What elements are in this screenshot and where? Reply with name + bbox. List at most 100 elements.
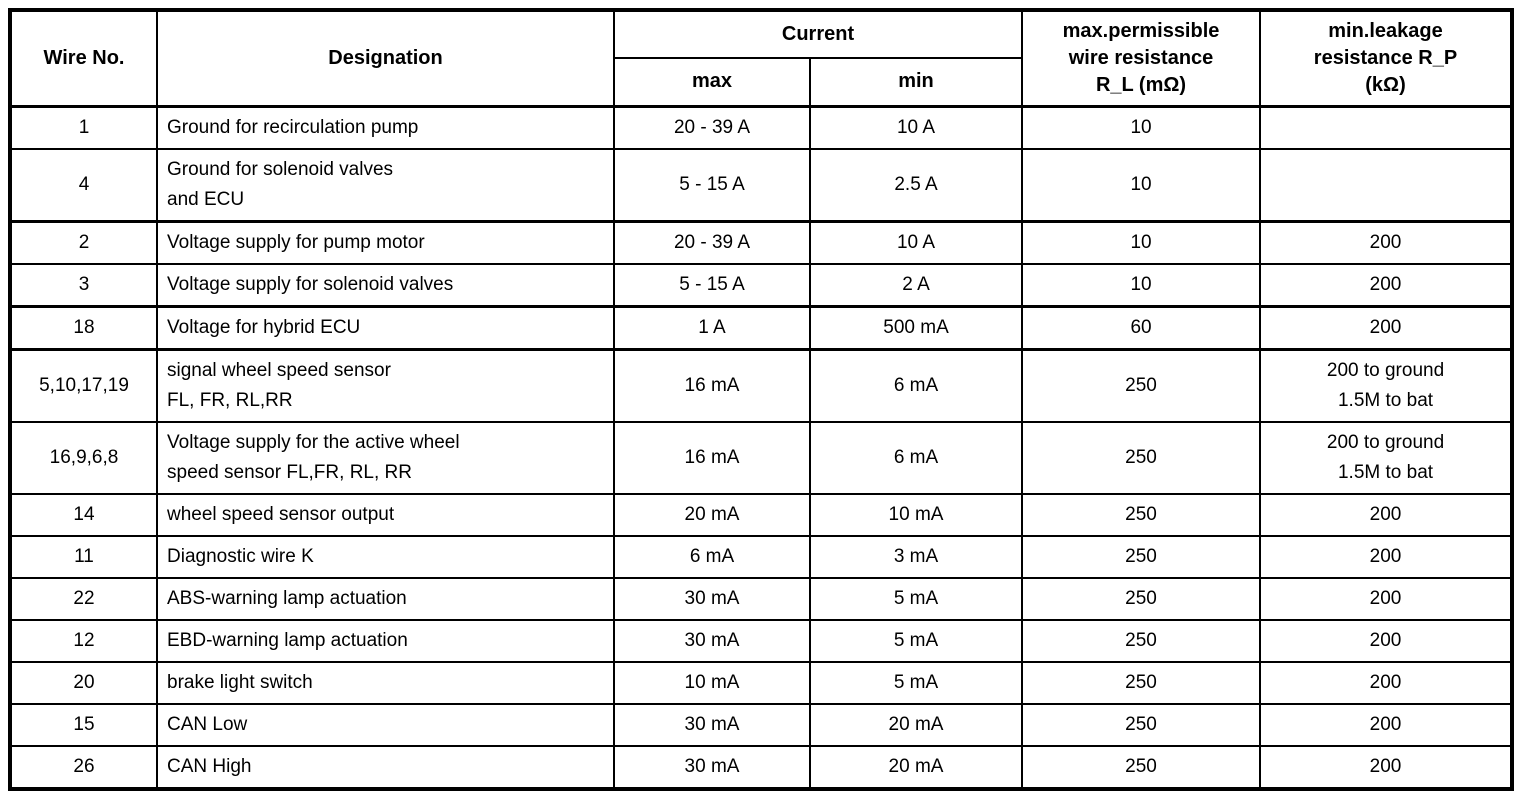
cell-leakage-rp: 200 (1259, 262, 1514, 307)
cell-wire-no: 22 (9, 576, 158, 621)
cell-resistance-rl: 60 (1021, 304, 1262, 350)
header-current: Current (612, 9, 1024, 59)
table-row: 12 EBD-warning lamp actuation 30 mA 5 mA… (9, 618, 1514, 663)
cell-current-min: 20 mA (808, 744, 1024, 790)
table-row: 4 Ground for solenoid valves and ECU 5 -… (9, 147, 1514, 222)
cell-wire-no: 16,9,6,8 (9, 420, 158, 495)
cell-designation: Voltage supply for the active wheel spee… (156, 420, 615, 495)
cell-leakage-rp (1259, 104, 1514, 150)
table-row: 18 Voltage for hybrid ECU 1 A 500 mA 60 … (9, 304, 1514, 350)
cell-leakage-rp: 200 (1259, 618, 1514, 663)
cell-resistance-rl: 250 (1021, 702, 1262, 747)
cell-resistance-rl: 10 (1021, 147, 1262, 222)
header-current-min: min (808, 57, 1024, 107)
cell-designation: Voltage supply for pump motor (156, 219, 615, 265)
header-max-resistance: max.permissible wire resistance R_L (mΩ) (1021, 9, 1262, 107)
table-row: 26 CAN High 30 mA 20 mA 250 200 (9, 744, 1514, 790)
table-row: 15 CAN Low 30 mA 20 mA 250 200 (9, 702, 1514, 747)
cell-resistance-rl: 250 (1021, 576, 1262, 621)
cell-wire-no: 3 (9, 262, 158, 307)
cell-designation: EBD-warning lamp actuation (156, 618, 615, 663)
wire-spec-table: Wire No. Designation Current max.permiss… (8, 8, 1515, 791)
cell-resistance-rl: 250 (1021, 660, 1262, 705)
cell-wire-no: 2 (9, 219, 158, 265)
cell-resistance-rl: 250 (1021, 347, 1262, 423)
cell-current-max: 6 mA (613, 534, 811, 579)
cell-current-min: 5 mA (808, 618, 1024, 663)
table-row: 1 Ground for recirculation pump 20 - 39 … (9, 104, 1514, 150)
cell-resistance-rl: 250 (1021, 420, 1262, 495)
header-current-max: max (613, 57, 811, 107)
cell-current-min: 10 A (808, 104, 1024, 150)
cell-leakage-rp (1259, 147, 1514, 222)
cell-current-max: 20 mA (613, 492, 811, 537)
cell-designation: brake light switch (156, 660, 615, 705)
header-wire-no: Wire No. (9, 9, 158, 107)
cell-designation: Diagnostic wire K (156, 534, 615, 579)
cell-leakage-rp: 200 (1259, 219, 1514, 265)
cell-current-max: 30 mA (613, 702, 811, 747)
cell-designation: signal wheel speed sensor FL, FR, RL,RR (156, 347, 615, 423)
cell-current-min: 2.5 A (808, 147, 1024, 222)
cell-wire-no: 12 (9, 618, 158, 663)
cell-current-max: 1 A (613, 304, 811, 350)
cell-wire-no: 1 (9, 104, 158, 150)
table-row: 3 Voltage supply for solenoid valves 5 -… (9, 262, 1514, 307)
table-row: 14 wheel speed sensor output 20 mA 10 mA… (9, 492, 1514, 537)
cell-current-min: 6 mA (808, 347, 1024, 423)
cell-wire-no: 11 (9, 534, 158, 579)
cell-current-max: 16 mA (613, 420, 811, 495)
document-page: Wire No. Designation Current max.permiss… (8, 8, 1515, 791)
cell-designation: Ground for solenoid valves and ECU (156, 147, 615, 222)
cell-leakage-rp: 200 (1259, 702, 1514, 747)
cell-current-max: 10 mA (613, 660, 811, 705)
cell-resistance-rl: 250 (1021, 744, 1262, 790)
cell-resistance-rl: 250 (1021, 618, 1262, 663)
cell-wire-no: 15 (9, 702, 158, 747)
table-row: 20 brake light switch 10 mA 5 mA 250 200 (9, 660, 1514, 705)
header-min-leakage: min.leakage resistance R_P (kΩ) (1259, 9, 1514, 107)
cell-current-min: 6 mA (808, 420, 1024, 495)
cell-leakage-rp: 200 (1259, 576, 1514, 621)
cell-designation: Ground for recirculation pump (156, 104, 615, 150)
cell-designation: wheel speed sensor output (156, 492, 615, 537)
cell-designation: Voltage supply for solenoid valves (156, 262, 615, 307)
cell-current-min: 20 mA (808, 702, 1024, 747)
table-row: 11 Diagnostic wire K 6 mA 3 mA 250 200 (9, 534, 1514, 579)
table-row: 22 ABS-warning lamp actuation 30 mA 5 mA… (9, 576, 1514, 621)
cell-designation: CAN High (156, 744, 615, 790)
table-row: 2 Voltage supply for pump motor 20 - 39 … (9, 219, 1514, 265)
cell-current-max: 5 - 15 A (613, 147, 811, 222)
cell-current-min: 10 mA (808, 492, 1024, 537)
cell-resistance-rl: 10 (1021, 219, 1262, 265)
cell-leakage-rp: 200 to ground 1.5M to bat (1259, 420, 1514, 495)
cell-leakage-rp: 200 (1259, 534, 1514, 579)
cell-resistance-rl: 10 (1021, 104, 1262, 150)
cell-designation: Voltage for hybrid ECU (156, 304, 615, 350)
cell-current-max: 5 - 15 A (613, 262, 811, 307)
cell-leakage-rp: 200 (1259, 744, 1514, 790)
table-header: Wire No. Designation Current max.permiss… (9, 9, 1514, 107)
cell-current-min: 5 mA (808, 660, 1024, 705)
cell-leakage-rp: 200 (1259, 304, 1514, 350)
cell-leakage-rp: 200 (1259, 492, 1514, 537)
cell-resistance-rl: 250 (1021, 492, 1262, 537)
cell-wire-no: 26 (9, 744, 158, 790)
table-body: 1 Ground for recirculation pump 20 - 39 … (9, 104, 1514, 790)
cell-current-max: 16 mA (613, 347, 811, 423)
cell-wire-no: 14 (9, 492, 158, 537)
cell-resistance-rl: 10 (1021, 262, 1262, 307)
cell-designation: CAN Low (156, 702, 615, 747)
cell-current-min: 500 mA (808, 304, 1024, 350)
cell-resistance-rl: 250 (1021, 534, 1262, 579)
cell-current-max: 30 mA (613, 744, 811, 790)
cell-current-min: 5 mA (808, 576, 1024, 621)
cell-current-max: 30 mA (613, 618, 811, 663)
cell-current-min: 2 A (808, 262, 1024, 307)
table-row: 16,9,6,8 Voltage supply for the active w… (9, 420, 1514, 495)
cell-current-max: 30 mA (613, 576, 811, 621)
cell-wire-no: 18 (9, 304, 158, 350)
cell-wire-no: 4 (9, 147, 158, 222)
header-designation: Designation (156, 9, 615, 107)
table-row: 5,10,17,19 signal wheel speed sensor FL,… (9, 347, 1514, 423)
